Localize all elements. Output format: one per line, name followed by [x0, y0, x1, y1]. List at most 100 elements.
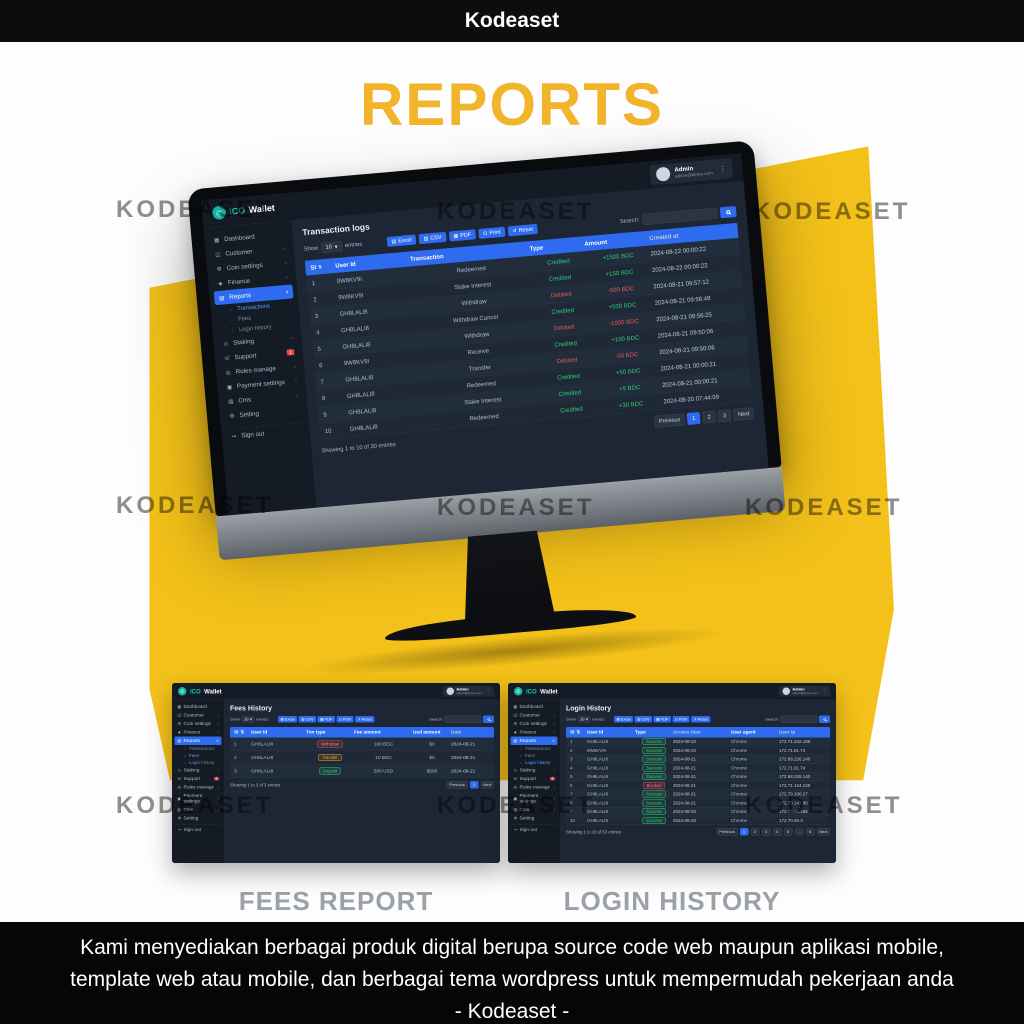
- table-row[interactable]: 1 GH8LALI8 Success 2024-08-22 Chrome 172…: [566, 737, 830, 747]
- page-button[interactable]: 1: [739, 828, 749, 836]
- sidebar-item[interactable]: ○ Transactions: [175, 745, 222, 752]
- table-row[interactable]: 8 GH8LALI8 Success 2024-08-21 Chrome 172…: [566, 798, 830, 808]
- search-button[interactable]: [719, 205, 737, 219]
- sidebar-item[interactable]: ▦ Dashboard: [511, 703, 558, 712]
- export-button[interactable]: ⊡ Print: [336, 716, 354, 723]
- export-button[interactable]: ↺ Reset: [691, 716, 711, 723]
- table-row[interactable]: 5 GH8LALI8 Success 2024-08-21 Chrome 172…: [566, 772, 830, 782]
- column-header[interactable]: Usd amount: [413, 729, 441, 736]
- page-button[interactable]: 1: [469, 781, 479, 789]
- page-button[interactable]: 4: [772, 828, 782, 836]
- column-header[interactable]: User Id: [251, 729, 268, 736]
- export-button[interactable]: ▦ PDF: [448, 229, 477, 242]
- sidebar-item[interactable]: ◎ Roles manage ›: [511, 783, 558, 792]
- column-header[interactable]: User Id: [587, 729, 604, 736]
- search-input[interactable]: [444, 715, 482, 723]
- kebab-menu-icon[interactable]: ⋮: [486, 688, 491, 694]
- table-row[interactable]: 2 9W8KV9I Success 2024-08-22 Chrome 172.…: [566, 746, 830, 755]
- page-button[interactable]: 3: [717, 409, 732, 423]
- page-button[interactable]: 2: [702, 410, 717, 424]
- export-button[interactable]: ▤ Excel: [386, 234, 417, 247]
- sidebar-item[interactable]: ○ Login history: [511, 759, 558, 766]
- export-button[interactable]: ▥ CSV: [634, 716, 653, 723]
- export-button[interactable]: ⊡ Print: [478, 226, 506, 239]
- table-row[interactable]: 6 GH8LALI8 Blocked 2024-08-21 Chrome 172…: [566, 781, 830, 790]
- admin-profile-chip[interactable]: Admin admin@demo.com ⋮: [778, 686, 830, 697]
- search-button[interactable]: [483, 715, 494, 723]
- entries-select[interactable]: 10 ▾: [320, 240, 343, 253]
- sidebar-item[interactable]: ▤ Reports ∨: [510, 736, 558, 745]
- sidebar-item[interactable]: ◈ Finance ›: [175, 728, 222, 737]
- search-input[interactable]: [642, 207, 718, 226]
- sign-out-button[interactable]: ↪ Sign out: [225, 421, 306, 444]
- table-row[interactable]: 9 GH8LALI8 Success 2024-08-20 Chrome 172…: [566, 807, 830, 817]
- page-button[interactable]: 5: [783, 828, 793, 836]
- column-header[interactable]: Sl ⇅: [570, 729, 581, 736]
- column-header[interactable]: Sl ⇅: [234, 729, 245, 736]
- sidebar-item[interactable]: ▤ Reports ∨: [174, 736, 222, 745]
- sidebar-item[interactable]: ○ Transactions: [511, 745, 558, 752]
- table-row[interactable]: 1 GH8LALI8 Withdraw 100 BDC $0 2024-08-2…: [230, 737, 494, 751]
- sidebar-item[interactable]: ◫ Customer ›: [511, 711, 558, 720]
- column-header[interactable]: Date: [451, 729, 462, 736]
- search-button[interactable]: [819, 715, 830, 723]
- column-header[interactable]: User ip: [779, 729, 796, 736]
- kebab-menu-icon[interactable]: ⋮: [822, 688, 827, 694]
- export-button[interactable]: ▤ Excel: [277, 716, 298, 723]
- sidebar-item[interactable]: ◎ Roles manage ›: [175, 783, 222, 792]
- column-header[interactable]: User agent: [731, 729, 756, 736]
- entries-select[interactable]: 10 ▾: [577, 716, 591, 723]
- sidebar-item[interactable]: ⚙ Setting: [175, 814, 222, 823]
- search-input[interactable]: [780, 715, 818, 723]
- table-row[interactable]: 4 GH8LALI8 Success 2024-08-21 Chrome 172…: [566, 763, 830, 773]
- table-row[interactable]: 7 GH8LALI8 Success 2024-08-21 Chrome 172…: [566, 790, 830, 799]
- page-button[interactable]: Next: [480, 781, 494, 789]
- page-button[interactable]: 1: [686, 411, 701, 425]
- page-button[interactable]: Previous: [446, 781, 468, 789]
- admin-profile-chip[interactable]: Admin admin@demo.com ⋮: [649, 157, 734, 185]
- table-row[interactable]: 3 GH8LALI8 Success 2024-08-21 Chrome 172…: [566, 755, 830, 764]
- sidebar-item[interactable]: ◇ Staking ›: [511, 766, 558, 775]
- export-button[interactable]: ▥ CSV: [298, 716, 317, 723]
- export-button[interactable]: ▦ PDF: [653, 716, 671, 723]
- entries-select[interactable]: 10 ▾: [241, 716, 255, 723]
- sidebar-item[interactable]: ▥ Cms ›: [511, 806, 558, 815]
- page-button[interactable]: ...: [794, 828, 804, 836]
- export-button[interactable]: ▥ CSV: [418, 231, 447, 245]
- page-button[interactable]: Next: [733, 407, 755, 421]
- sidebar-item[interactable]: ⚙ Coin settings ›: [511, 720, 558, 729]
- sidebar-item[interactable]: ⚙ Coin settings ›: [175, 720, 222, 729]
- page-button[interactable]: 2: [750, 828, 760, 836]
- sidebar-item[interactable]: ◈ Finance ›: [511, 728, 558, 737]
- sidebar-item[interactable]: ☏ Support 1: [175, 775, 222, 784]
- sidebar-item[interactable]: ▥ Cms ›: [175, 806, 222, 815]
- column-header[interactable]: Txn type: [306, 729, 326, 736]
- page-button[interactable]: Previous: [716, 828, 738, 836]
- page-button[interactable]: 6: [805, 828, 815, 836]
- sidebar-item[interactable]: ◇ Staking ›: [175, 766, 222, 775]
- export-button[interactable]: ▤ Excel: [613, 716, 634, 723]
- sidebar-item[interactable]: ○ Fees: [175, 752, 222, 759]
- sidebar-item[interactable]: ◫ Customer ›: [175, 711, 222, 720]
- sidebar-item[interactable]: ☏ Support 1: [511, 775, 558, 784]
- sidebar-item[interactable]: ○ Fees: [511, 752, 558, 759]
- sidebar-item[interactable]: ▦ Dashboard: [175, 703, 222, 712]
- kebab-menu-icon[interactable]: ⋮: [718, 164, 727, 174]
- page-button[interactable]: 3: [761, 828, 771, 836]
- column-header[interactable]: Fee amount: [354, 729, 381, 736]
- sidebar-item[interactable]: ▣ Payment settings ›: [175, 792, 222, 806]
- column-header[interactable]: Type: [635, 729, 646, 736]
- sidebar-item[interactable]: ○ Login history: [175, 759, 222, 766]
- admin-profile-chip[interactable]: Admin admin@demo.com ⋮: [442, 686, 494, 697]
- table-row[interactable]: 3 GH8LALI8 Deposit 500 USD $500 2024-08-…: [230, 764, 494, 778]
- export-button[interactable]: ▦ PDF: [317, 716, 335, 723]
- sign-out-button[interactable]: ↪ Sign out: [510, 824, 558, 835]
- export-button[interactable]: ↺ Reset: [355, 716, 375, 723]
- column-header[interactable]: Access time: [673, 729, 701, 736]
- sign-out-button[interactable]: ↪ Sign out: [174, 824, 222, 835]
- table-row[interactable]: 10 GH8LALI8 Success 2024-08-20 Chrome 17…: [566, 816, 830, 825]
- column-header[interactable]: Sl ⇅: [310, 263, 323, 272]
- column-header[interactable]: Amount: [584, 238, 608, 248]
- page-button[interactable]: Previous: [653, 413, 686, 428]
- page-button[interactable]: Next: [816, 828, 830, 836]
